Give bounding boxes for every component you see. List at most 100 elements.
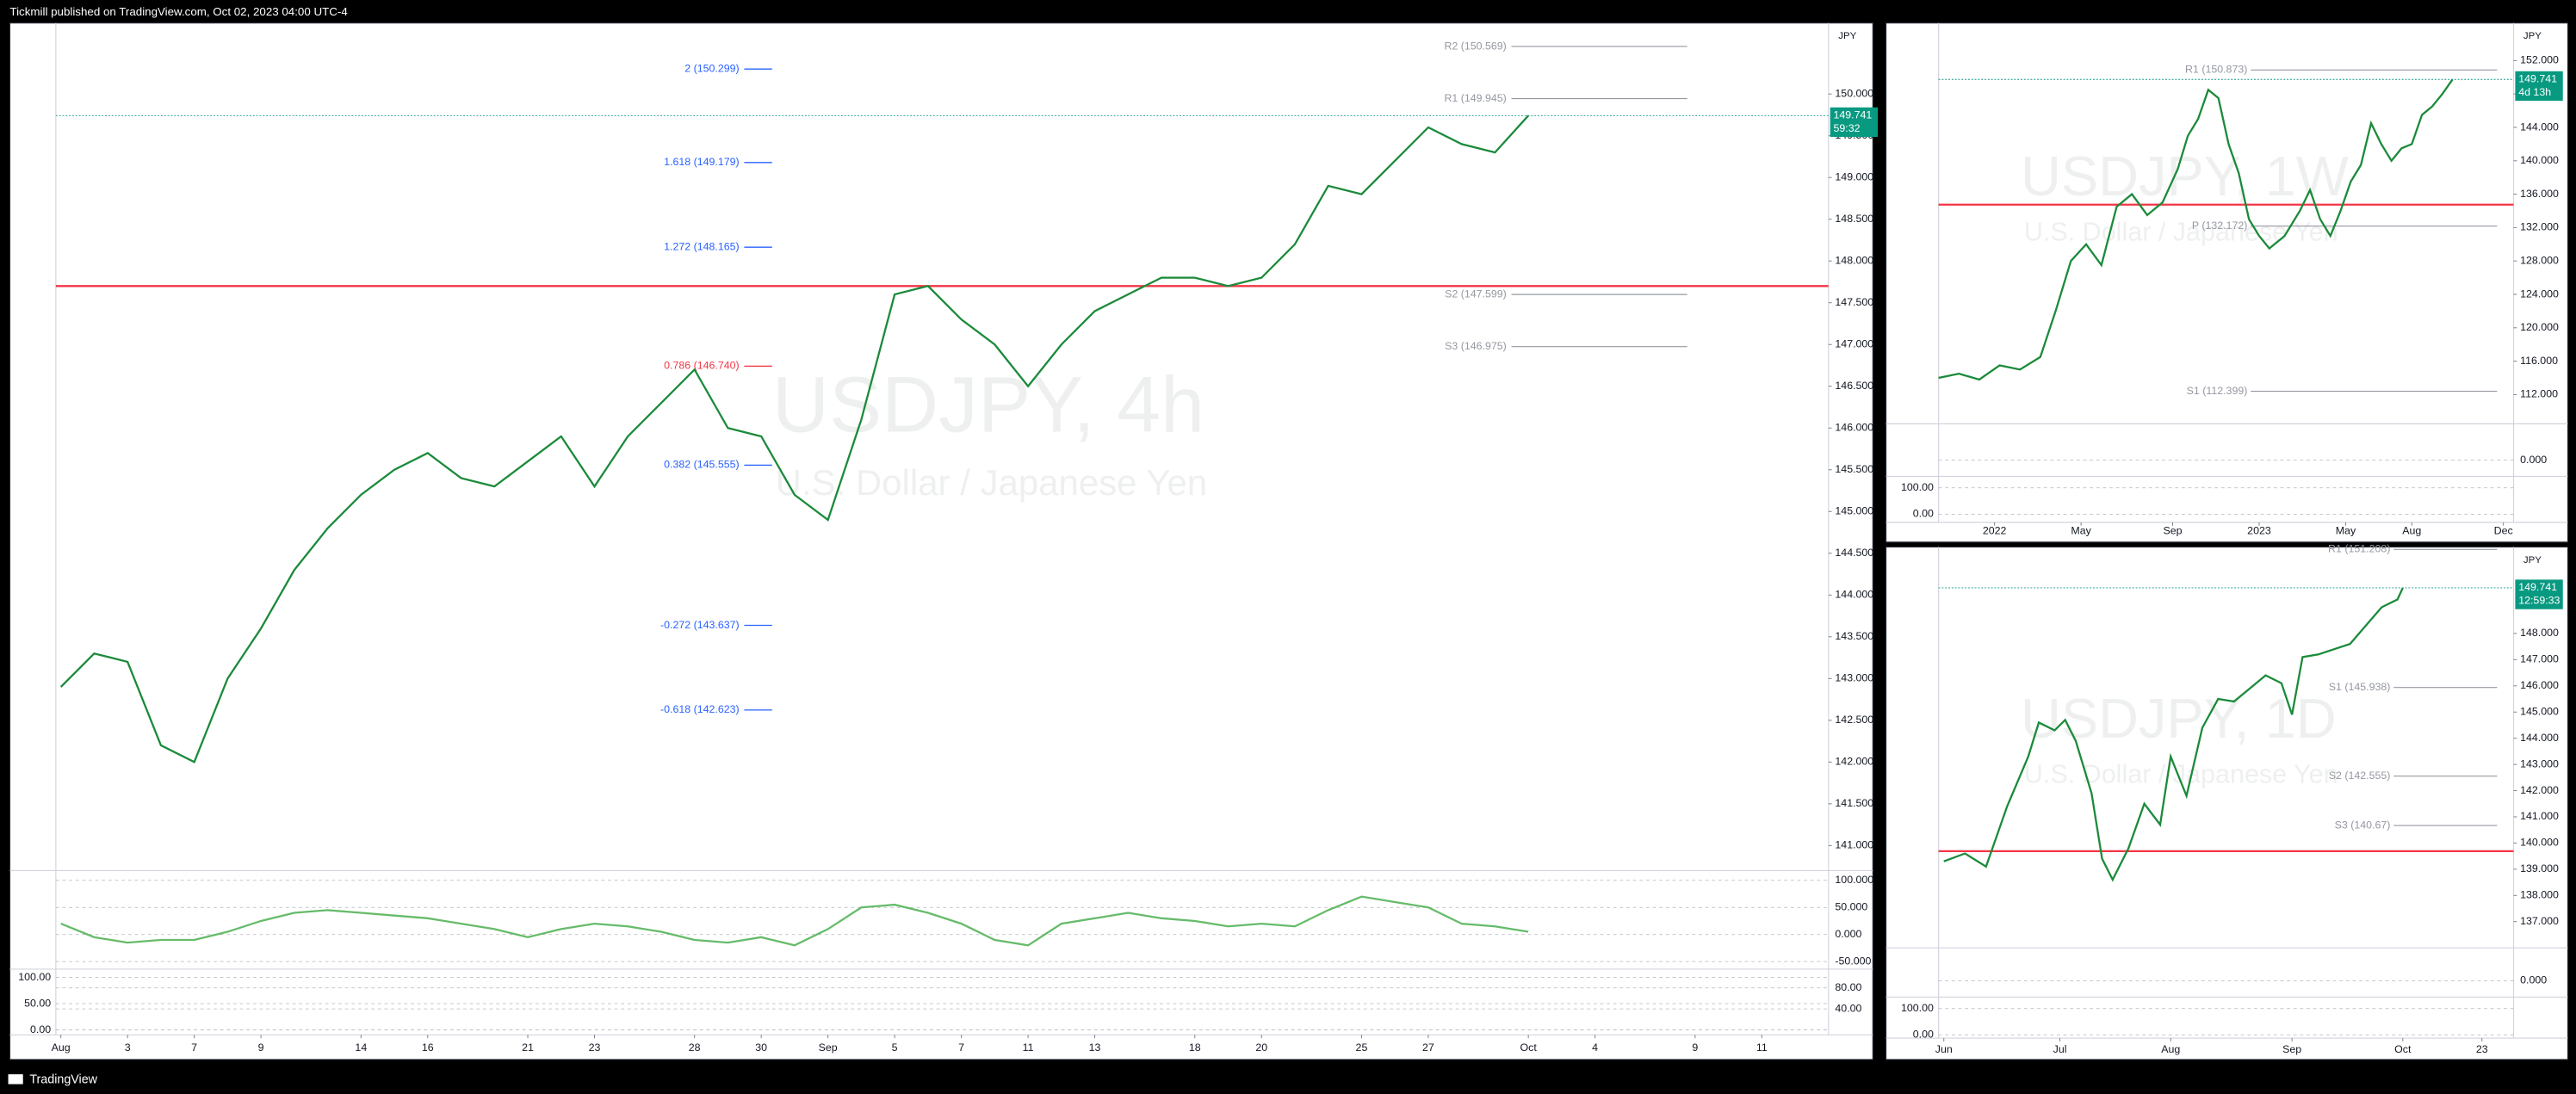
x-tick-label: Aug [2161,1043,2180,1055]
y-tick-label: 143.000 [2520,757,2559,770]
pane-tick-label: 40.00 [1835,1002,1861,1014]
price-line [1938,78,2454,381]
y-tick-label: 146.500 [1835,380,1873,392]
x-tick-label: 25 [1356,1041,1368,1054]
fib-label: 2 (150.299) [684,62,739,74]
y-tick-label: 124.000 [2520,287,2559,300]
y-tick-label: 141.000 [1835,839,1873,851]
x-tick-label: 3 [125,1041,131,1054]
currency-label: JPY [2523,555,2542,566]
countdown-label: 12:59:33 [2518,594,2560,606]
currency-label: JPY [1838,31,1856,41]
price-line [1943,587,2404,882]
y-tick-label: 132.000 [2520,221,2559,233]
x-tick-label: 4 [1592,1041,1598,1054]
x-tick-label: 27 [1422,1041,1434,1054]
watermark-subtitle: U.S. Dollar / Japanese Yen [776,462,1208,503]
header-text: Tickmill published on TradingView.com, O… [9,5,348,18]
last-price-box [2515,579,2563,609]
watermark-title: USDJPY, 1D [2021,687,2337,750]
x-tick-label: 28 [689,1041,701,1054]
countdown-label: 4d 13h [2518,86,2551,98]
pane-left-tick-label: 0.00 [30,1023,51,1035]
fib-label: 0.382 (145.555) [664,459,739,471]
pane-tick-label: 0.000 [2520,454,2547,466]
x-tick-label: 11 [1756,1041,1768,1054]
pane-tick-label: 0.000 [1835,928,1861,940]
pane-tick-label: -50.000 [1835,955,1871,967]
x-tick-label: May [2336,525,2356,537]
x-tick-label: Sep [2163,525,2182,537]
pivot-label: S2 (147.599) [1445,287,1507,300]
footer-brand: TradingView [29,1073,97,1087]
pivot-label: P (132.172) [2192,219,2248,232]
x-tick-label: 23 [589,1041,601,1054]
y-tick-label: 144.000 [1835,589,1873,601]
y-tick-label: 137.000 [2520,915,2559,927]
x-tick-label: 2022 [1983,525,2007,537]
last-price-label: 149.741 [1834,109,1873,121]
fib-label: -0.618 (142.623) [660,703,740,715]
y-tick-label: 145.000 [2520,706,2559,718]
x-tick-label: Aug [2402,525,2421,537]
y-tick-label: 141.000 [2520,810,2559,822]
y-tick-label: 128.000 [2520,254,2559,266]
y-tick-label: 146.000 [1835,422,1873,434]
y-tick-label: 140.000 [2520,154,2559,166]
pane-tick-label: 50.000 [1835,901,1867,913]
panel [1885,22,2569,543]
x-tick-label: 7 [958,1041,964,1054]
y-tick-label: 143.500 [1835,630,1873,642]
y-tick-label: 139.000 [2520,862,2559,875]
pivot-label: R1 (151.208) [2328,543,2390,555]
y-tick-label: 142.000 [1835,756,1873,768]
pane-left-tick-label: 100.00 [18,971,51,983]
pivot-label: S1 (112.399) [2187,385,2248,397]
x-tick-label: Sep [819,1041,838,1054]
pane-tick-label: 0.000 [2520,974,2547,986]
panel [1885,546,2569,1060]
y-tick-label: 145.000 [1835,505,1873,517]
pivot-label: S1 (145.938) [2329,681,2391,693]
currency-label: JPY [2523,31,2542,41]
x-tick-label: 30 [755,1041,767,1054]
y-tick-label: 142.500 [1835,714,1873,726]
y-tick-label: 144.000 [2520,732,2559,744]
y-tick-label: 120.000 [2520,321,2559,333]
y-tick-label: 143.000 [1835,672,1873,684]
y-tick-label: 148.000 [2520,627,2559,639]
x-tick-label: 16 [422,1041,434,1054]
x-tick-label: Oct [1520,1041,1538,1054]
pane-left-tick-label: 0.00 [1913,1029,1934,1041]
y-tick-label: 148.500 [1835,213,1873,225]
panel [9,22,1873,1060]
x-tick-label: 5 [892,1041,898,1054]
pivot-label: S3 (146.975) [1445,340,1507,352]
x-tick-label: Jul [2053,1043,2067,1055]
y-tick-label: 144.500 [1835,547,1873,559]
x-tick-label: 2023 [2247,525,2271,537]
x-tick-label: Dec [2494,525,2513,537]
x-tick-label: 20 [1255,1041,1267,1054]
watermark-title: USDJPY, 1W [2021,145,2350,207]
pivot-label: R1 (150.873) [2185,64,2247,76]
pane-left-tick-label: 0.00 [1913,508,1934,520]
pane-tick-label: 100.000 [1835,874,1873,886]
last-price-label: 149.741 [2518,581,2557,593]
y-tick-label: 112.000 [2520,388,2558,400]
x-tick-label: 18 [1189,1041,1201,1054]
x-tick-label: Sep [2282,1043,2301,1055]
last-price-box [2515,71,2563,102]
x-tick-label: Oct [2394,1043,2412,1055]
fib-label: 1.618 (149.179) [664,156,739,168]
pane-tick-label: 80.00 [1835,981,1861,993]
y-tick-label: 148.000 [1835,255,1873,267]
x-tick-label: 9 [1692,1041,1698,1054]
y-tick-label: 149.000 [1835,170,1873,182]
y-tick-label: 144.000 [2520,121,2559,133]
pane-left-tick-label: 100.00 [1901,1002,1934,1014]
y-tick-label: 152.000 [2520,54,2559,66]
price-line [59,114,1529,763]
